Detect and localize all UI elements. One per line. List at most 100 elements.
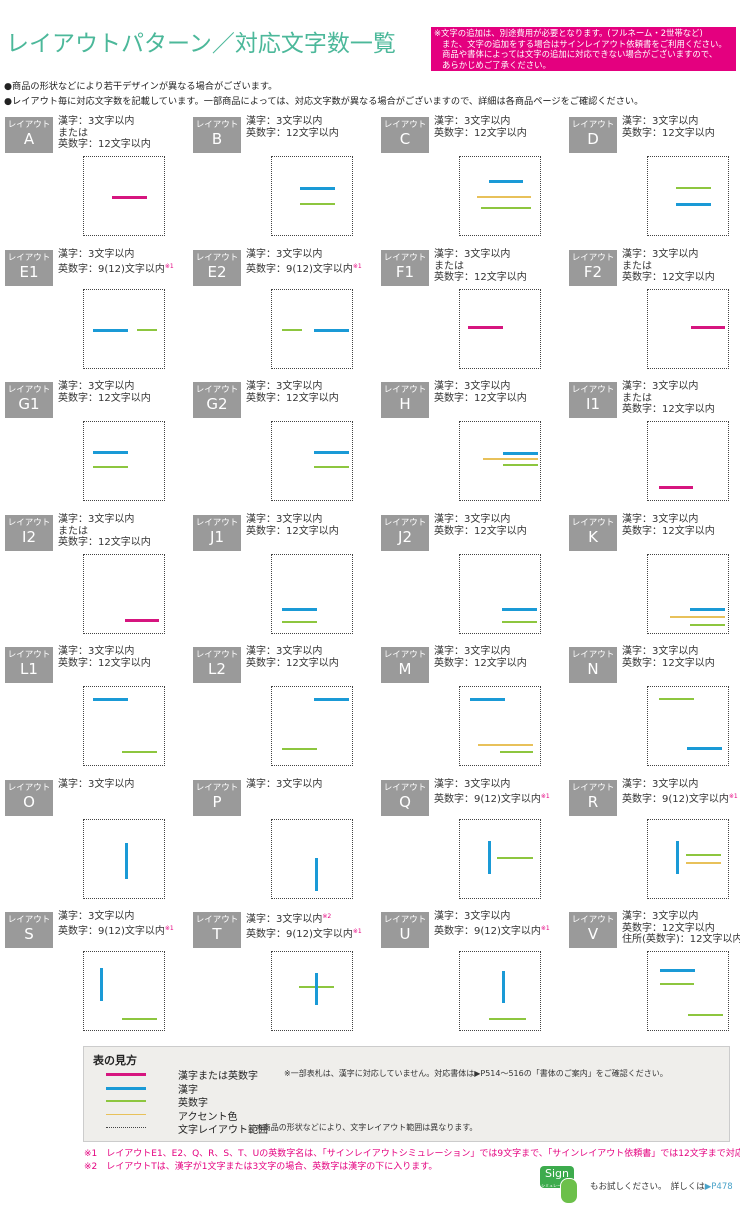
- layout-word: レイアウト: [383, 650, 427, 660]
- layout-capacity-text: 漢字：3文字以内 または 英数字：12文字以内: [434, 249, 527, 284]
- capacity-value: 漢字：3文字以内: [58, 116, 135, 127]
- layout-label-g2: レイアウト G2: [193, 382, 241, 418]
- layout-capacity-text: 漢字：3文字以内 または 英数字：12文字以内: [622, 381, 715, 416]
- layout-range-box: [647, 421, 729, 501]
- promo-link[interactable]: ▶P478: [704, 1182, 733, 1192]
- capacity-value: 英数字：12文字以内: [246, 525, 339, 537]
- capacity-value: 漢字：3文字以内: [622, 514, 699, 525]
- layout-label-v: レイアウト V: [569, 912, 617, 948]
- layout-id: I2: [22, 528, 36, 546]
- layout-line-alnum: [688, 1014, 723, 1016]
- layout-label-i1: レイアウト I1: [569, 382, 617, 418]
- layout-range-box: [647, 289, 729, 369]
- layout-id: P: [212, 793, 222, 811]
- layout-line-kanji-or-alnum: [691, 325, 725, 329]
- legend: 表の見方 漢字または英数字 ※一部表札は、漢字に対応していません。対応書体は▶P5…: [83, 1046, 730, 1142]
- layout-word: レイアウト: [383, 253, 427, 263]
- capacity-line: 漢字：3文字以内※2: [246, 911, 362, 926]
- capacity-value: 英数字：9(12)文字以内: [622, 793, 729, 805]
- capacity-value: 漢字：3文字以内: [58, 779, 135, 790]
- layout-line-kanji: [687, 746, 722, 750]
- layout-line-kanji: [93, 450, 128, 454]
- capacity-value: または: [622, 260, 652, 272]
- capacity-value: または: [58, 525, 88, 537]
- layout-line-kanji-or-alnum: [125, 618, 159, 622]
- layout-line-kanji-or-alnum: [659, 485, 693, 489]
- layout-range-box: [459, 421, 541, 501]
- layout-word: レイアウト: [195, 518, 239, 528]
- capacity-value: 英数字：12文字以内: [246, 657, 339, 669]
- layout-label-u: レイアウト U: [381, 912, 429, 948]
- capacity-line: 漢字：3文字以内: [622, 514, 715, 526]
- layout-line-kanji: [99, 968, 103, 1001]
- capacity-value: 漢字：3文字以内: [58, 381, 135, 392]
- capacity-line: 漢字：3文字以内: [434, 646, 527, 658]
- capacity-line: 住所(英数字)：12文字以内: [622, 934, 740, 946]
- capacity-value: 英数字：12文字以内: [434, 657, 527, 669]
- layout-label-s: レイアウト S: [5, 912, 53, 948]
- capacity-line: 英数字：12文字以内: [622, 404, 715, 416]
- layout-line-alnum: [497, 857, 533, 859]
- capacity-line: 漢字：3文字以内: [58, 116, 151, 128]
- layout-range-box: [459, 686, 541, 766]
- layout-line-kanji: [314, 858, 318, 891]
- capacity-line: 漢字：3文字以内: [622, 911, 740, 923]
- layout-range-box: [459, 951, 541, 1031]
- layout-label-t: レイアウト T: [193, 912, 241, 948]
- layout-id: G1: [18, 395, 40, 413]
- layout-word: レイアウト: [195, 915, 239, 925]
- layout-line-kanji: [470, 697, 505, 701]
- capacity-value: 漢字：3文字以内: [246, 116, 323, 127]
- capacity-value: 漢字：3文字以内: [434, 116, 511, 127]
- layout-capacity-text: 漢字：3文字以内 英数字：12文字以内: [622, 116, 715, 139]
- layout-line-accent: [478, 744, 533, 746]
- layout-range-box: [647, 951, 729, 1031]
- layout-id: D: [587, 130, 599, 148]
- footnote-mark: ※1: [540, 924, 550, 932]
- layout-id: A: [23, 130, 35, 148]
- layout-label-e1: レイアウト E1: [5, 250, 53, 286]
- capacity-value: 英数字：12文字以内: [622, 404, 715, 415]
- legend-note: ※一部表札は、漢字に対応していません。対応書体は▶P514〜516の「書体のご案…: [284, 1069, 668, 1078]
- layout-word: レイアウト: [195, 253, 239, 263]
- layout-line-alnum: [503, 464, 538, 466]
- layout-label-a: レイアウト A: [5, 117, 53, 153]
- layout-word: レイアウト: [571, 120, 615, 130]
- layout-word: レイアウト: [571, 385, 615, 395]
- capacity-line: 漢字：3文字以内: [434, 249, 527, 261]
- layout-capacity-text: 漢字：3文字以内 英数字：12文字以内: [434, 646, 527, 669]
- layout-capacity-text: 漢字：3文字以内 英数字：12文字以内: [434, 381, 527, 404]
- capacity-line: 英数字：12文字以内: [622, 923, 740, 935]
- layout-capacity-text: 漢字：3文字以内 または 英数字：12文字以内: [58, 116, 151, 151]
- capacity-line: 英数字：9(12)文字以内※1: [58, 923, 174, 938]
- capacity-value: 漢字：3文字以内: [246, 249, 323, 260]
- capacity-line: 漢字：3文字以内: [622, 116, 715, 128]
- capacity-line: 英数字：9(12)文字以内※1: [58, 261, 174, 276]
- layout-word: レイアウト: [571, 915, 615, 925]
- layout-id: J1: [210, 528, 224, 546]
- layout-id: E2: [207, 263, 227, 281]
- capacity-value: 英数字：12文字以内: [434, 127, 527, 139]
- layout-label-j2: レイアウト J2: [381, 515, 429, 551]
- layout-capacity-text: 漢字：3文字以内 または 英数字：12文字以内: [58, 514, 151, 549]
- capacity-value: 漢字：3文字以内: [622, 116, 699, 127]
- mouse-icon: [560, 1178, 578, 1204]
- layout-word: レイアウト: [7, 253, 51, 263]
- layout-id: F1: [395, 263, 415, 281]
- layout-id: K: [588, 528, 598, 546]
- layout-line-alnum: [93, 466, 128, 468]
- capacity-value: 漢字：3文字以内: [622, 911, 699, 922]
- layout-label-r: レイアウト R: [569, 780, 617, 816]
- capacity-line: 英数字：9(12)文字以内※1: [246, 926, 362, 941]
- capacity-value: 英数字：9(12)文字以内: [434, 793, 541, 805]
- layout-word: レイアウト: [383, 783, 427, 793]
- promo-text: もお試しください。 詳しくは▶P478: [590, 1180, 733, 1192]
- layout-word: レイアウト: [383, 915, 427, 925]
- capacity-value: 漢字：3文字以内: [434, 381, 511, 392]
- layout-word: レイアウト: [571, 518, 615, 528]
- layout-capacity-text: 漢字：3文字以内 または 英数字：12文字以内: [622, 249, 715, 284]
- capacity-line: 漢字：3文字以内: [622, 779, 738, 791]
- legend-label: 文字レイアウト範囲: [178, 1125, 268, 1136]
- layout-capacity-text: 漢字：3文字以内※2 英数字：9(12)文字以内※1: [246, 911, 362, 940]
- layout-line-kanji-or-alnum: [468, 325, 503, 329]
